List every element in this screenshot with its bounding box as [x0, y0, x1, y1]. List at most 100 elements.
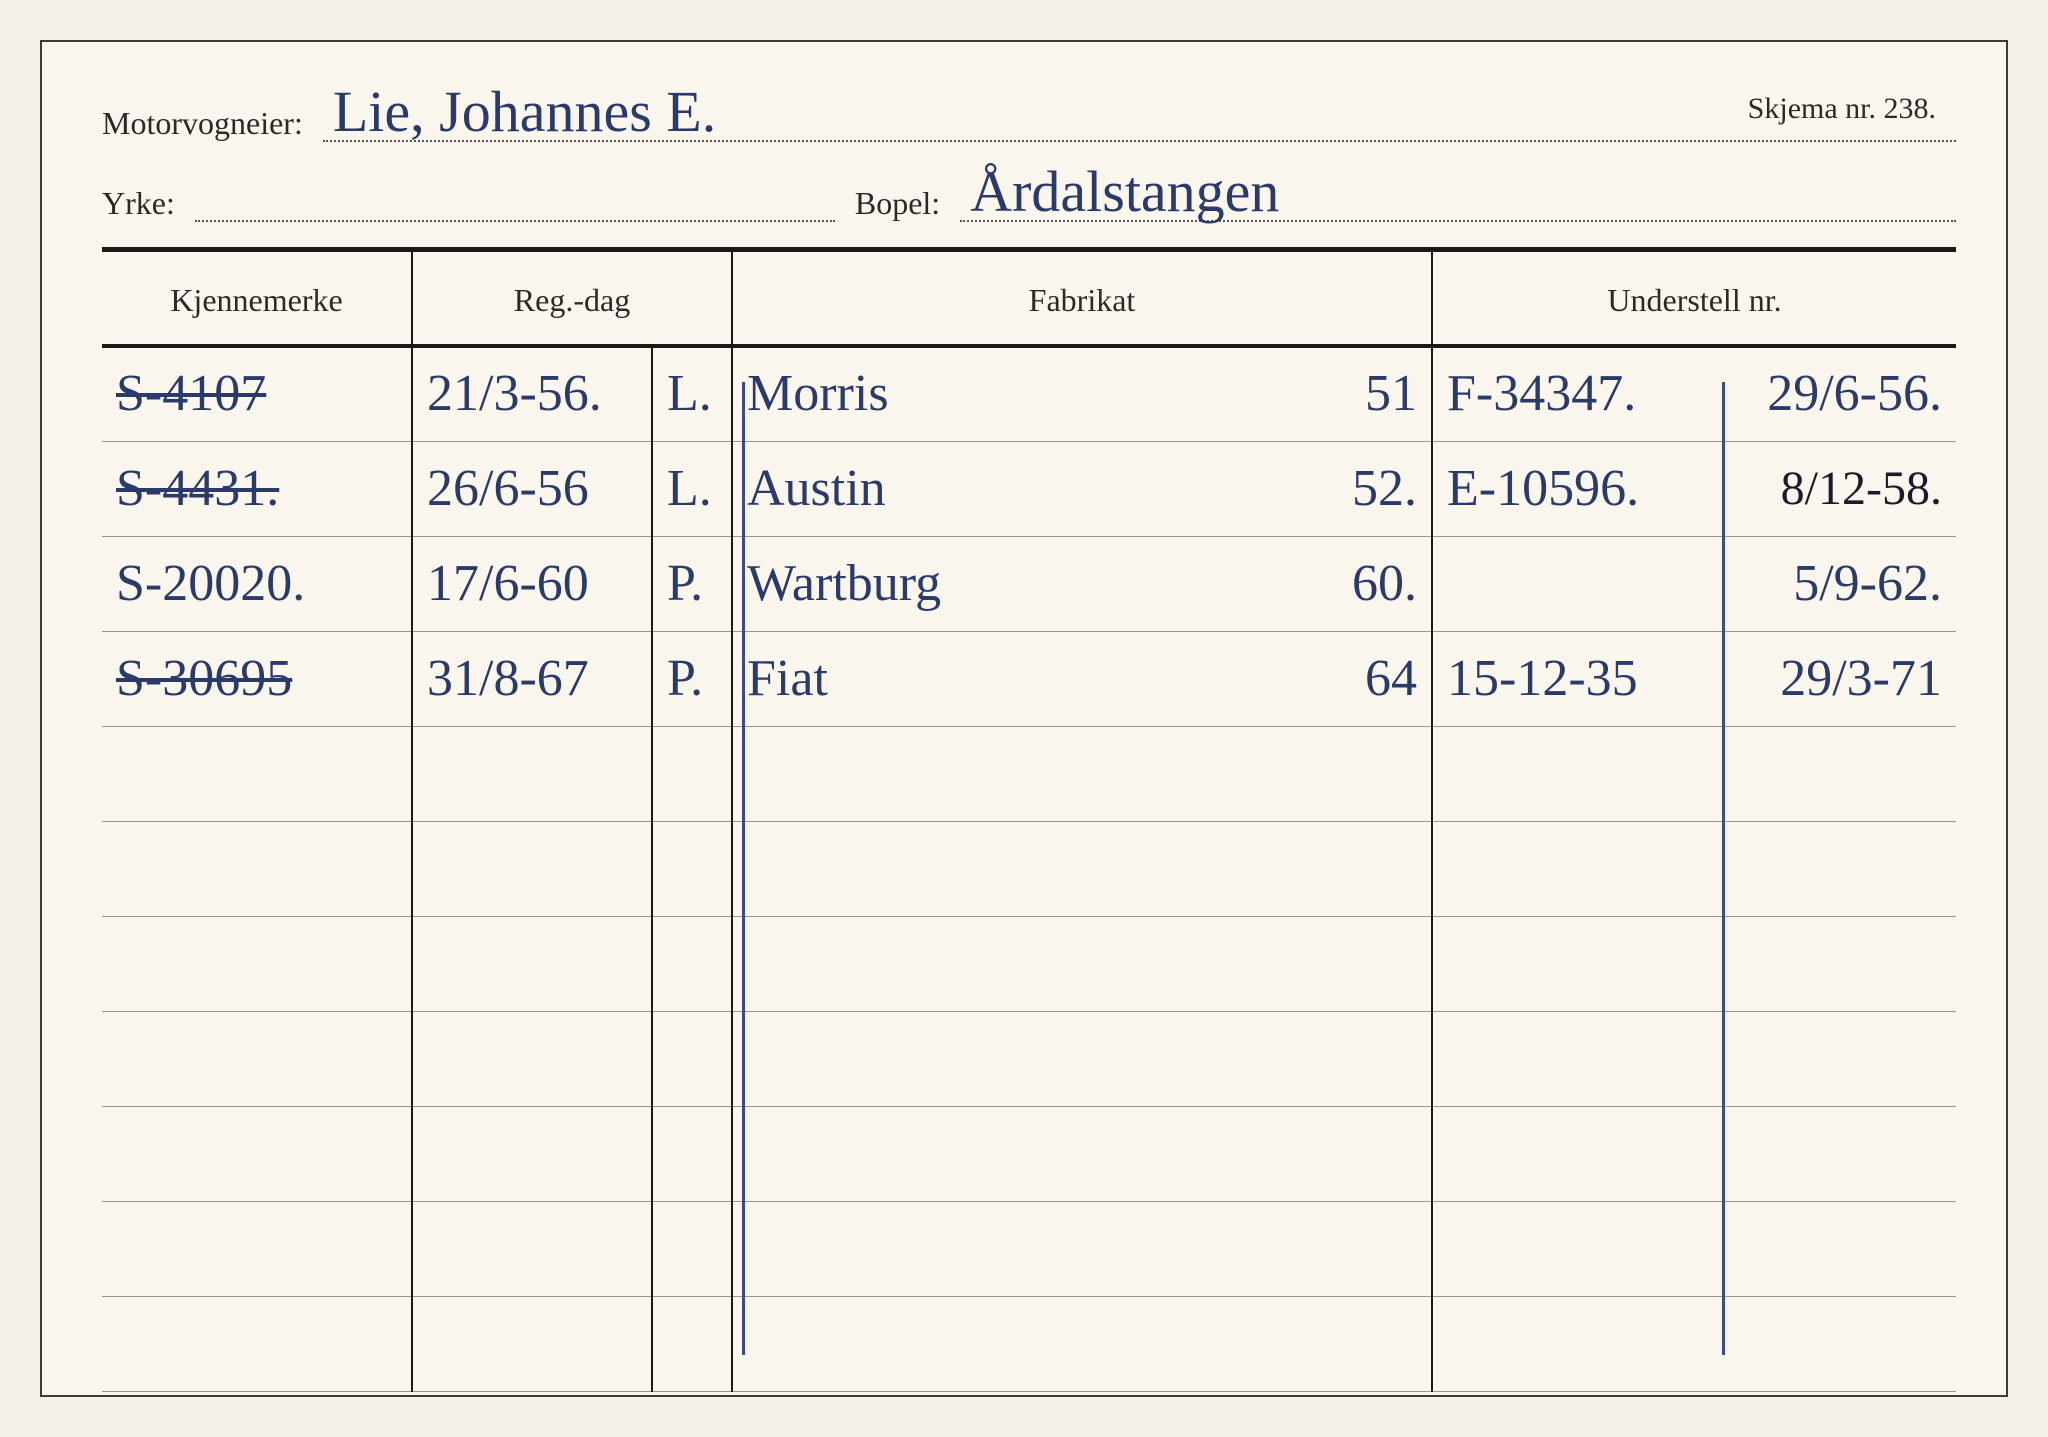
vehicle-table-wrap: Kjennemerke Reg.-dag Fabrikat Understell…: [102, 247, 1956, 1392]
regdag-value: 31/8-67: [427, 653, 589, 705]
owner-row: Motorvogneier: Lie, Johannes E.: [102, 82, 1956, 142]
cell-understell: F-34347.29/6-56.: [1432, 346, 1956, 441]
regdag-value: 26/6-56: [427, 463, 589, 515]
empty-cell: [102, 916, 412, 1011]
cell-type: P.: [652, 536, 732, 631]
table-row: [102, 821, 1956, 916]
empty-cell: [1432, 1201, 1956, 1296]
empty-cell: [732, 821, 1432, 916]
empty-cell: [732, 916, 1432, 1011]
table-row: [102, 1296, 1956, 1391]
residence-field: Årdalstangen: [960, 162, 1956, 222]
year-value: 60.: [1352, 558, 1417, 610]
col-fabrikat: Fabrikat: [732, 252, 1432, 346]
empty-cell: [412, 1011, 652, 1106]
vehicle-table: Kjennemerke Reg.-dag Fabrikat Understell…: [102, 252, 1956, 1392]
year-value: 52.: [1352, 463, 1417, 515]
cell-fabrikat: Fiat 64: [732, 631, 1432, 726]
table-row: [102, 1201, 1956, 1296]
cell-regdag: 17/6-60: [412, 536, 652, 631]
cell-kjennemerke: S-4107: [102, 346, 412, 441]
empty-cell: [732, 726, 1432, 821]
registration-card: Skjema nr. 238. Motorvogneier: Lie, Joha…: [40, 40, 2008, 1397]
empty-cell: [732, 1201, 1432, 1296]
occupation-label: Yrke:: [102, 185, 175, 222]
cell-understell: E-10596. 8/12-58.: [1432, 441, 1956, 536]
empty-cell: [652, 821, 732, 916]
date2-value: 29/3-71: [1780, 653, 1942, 705]
understell-value: 15-12-35: [1447, 653, 1638, 705]
table-row: S-20020. 17/6-60 P. Wartburg 60. 5/9-62.: [102, 536, 1956, 631]
residence-value: Årdalstangen: [970, 158, 1279, 225]
table-header-row: Kjennemerke Reg.-dag Fabrikat Understell…: [102, 252, 1956, 346]
date2-value: 8/12-58.: [1781, 465, 1942, 513]
fabrikat-value: Morris: [747, 368, 889, 420]
empty-cell: [1432, 916, 1956, 1011]
empty-cell: [652, 1106, 732, 1201]
cell-regdag: 26/6-56: [412, 441, 652, 536]
vertical-line-icon: [742, 382, 745, 1355]
kjennemerke-value: S-20020.: [116, 558, 305, 610]
kjennemerke-value: S-4431.: [116, 463, 279, 515]
owner-value: Lie, Johannes E.: [333, 78, 716, 145]
table-row: S-30695 31/8-67 P. Fiat 64 15-12-35 29/3-71: [102, 631, 1956, 726]
cell-kjennemerke: S-20020.: [102, 536, 412, 631]
table-row: [102, 916, 1956, 1011]
empty-cell: [732, 1106, 1432, 1201]
cell-fabrikat: Wartburg 60.: [732, 536, 1432, 631]
type-value: P.: [667, 653, 703, 705]
kjennemerke-value: S-30695: [116, 653, 292, 705]
empty-cell: [1432, 726, 1956, 821]
table-body: S-4107 21/3-56. L. Morris 51 F-34347.29/6-56.…: [102, 346, 1956, 1391]
table-row: [102, 1011, 1956, 1106]
table-row: [102, 726, 1956, 821]
col-understell: Understell nr.: [1432, 252, 1956, 346]
empty-cell: [652, 1201, 732, 1296]
occupation-residence-row: Yrke: Bopel: Årdalstangen: [102, 162, 1956, 222]
empty-cell: [412, 916, 652, 1011]
table-row: S-4431. 26/6-56 L. Austin 52. E-10596. 8/12-58…: [102, 441, 1956, 536]
cell-understell: 5/9-62.: [1432, 536, 1956, 631]
regdag-value: 21/3-56.: [427, 368, 602, 420]
understell-value: F-34347.: [1447, 368, 1636, 420]
year-value: 64: [1365, 653, 1417, 705]
occupation-field: [195, 162, 835, 222]
cell-type: L.: [652, 346, 732, 441]
cell-regdag: 31/8-67: [412, 631, 652, 726]
empty-cell: [102, 1296, 412, 1391]
empty-cell: [1432, 1106, 1956, 1201]
empty-cell: [102, 726, 412, 821]
cell-fabrikat: Austin 52.: [732, 441, 1432, 536]
empty-cell: [102, 1201, 412, 1296]
cell-regdag: 21/3-56.: [412, 346, 652, 441]
fabrikat-value: Wartburg: [747, 558, 941, 610]
empty-cell: [1432, 1011, 1956, 1106]
type-value: P.: [667, 558, 703, 610]
col-regdag: Reg.-dag: [412, 252, 732, 346]
empty-cell: [1432, 821, 1956, 916]
cell-understell: 15-12-35 29/3-71: [1432, 631, 1956, 726]
year-value: 51: [1365, 368, 1417, 420]
col-kjennemerke: Kjennemerke: [102, 252, 412, 346]
cell-kjennemerke: S-4431.: [102, 441, 412, 536]
owner-field: Lie, Johannes E.: [323, 82, 1956, 142]
empty-cell: [652, 916, 732, 1011]
empty-cell: [732, 1011, 1432, 1106]
understell-value: E-10596.: [1447, 463, 1639, 515]
cell-type: L.: [652, 441, 732, 536]
empty-cell: [1432, 1296, 1956, 1391]
type-value: L.: [667, 463, 712, 515]
vertical-line-icon: [1722, 382, 1725, 1355]
kjennemerke-value: S-4107: [116, 368, 266, 420]
empty-cell: [652, 1296, 732, 1391]
cell-type: P.: [652, 631, 732, 726]
cell-kjennemerke: S-30695: [102, 631, 412, 726]
empty-cell: [102, 1106, 412, 1201]
table-row: [102, 1106, 1956, 1201]
empty-cell: [412, 821, 652, 916]
empty-cell: [412, 726, 652, 821]
fabrikat-value: Fiat: [747, 653, 828, 705]
empty-cell: [652, 726, 732, 821]
residence-label: Bopel:: [855, 185, 940, 222]
fabrikat-value: Austin: [747, 463, 886, 515]
